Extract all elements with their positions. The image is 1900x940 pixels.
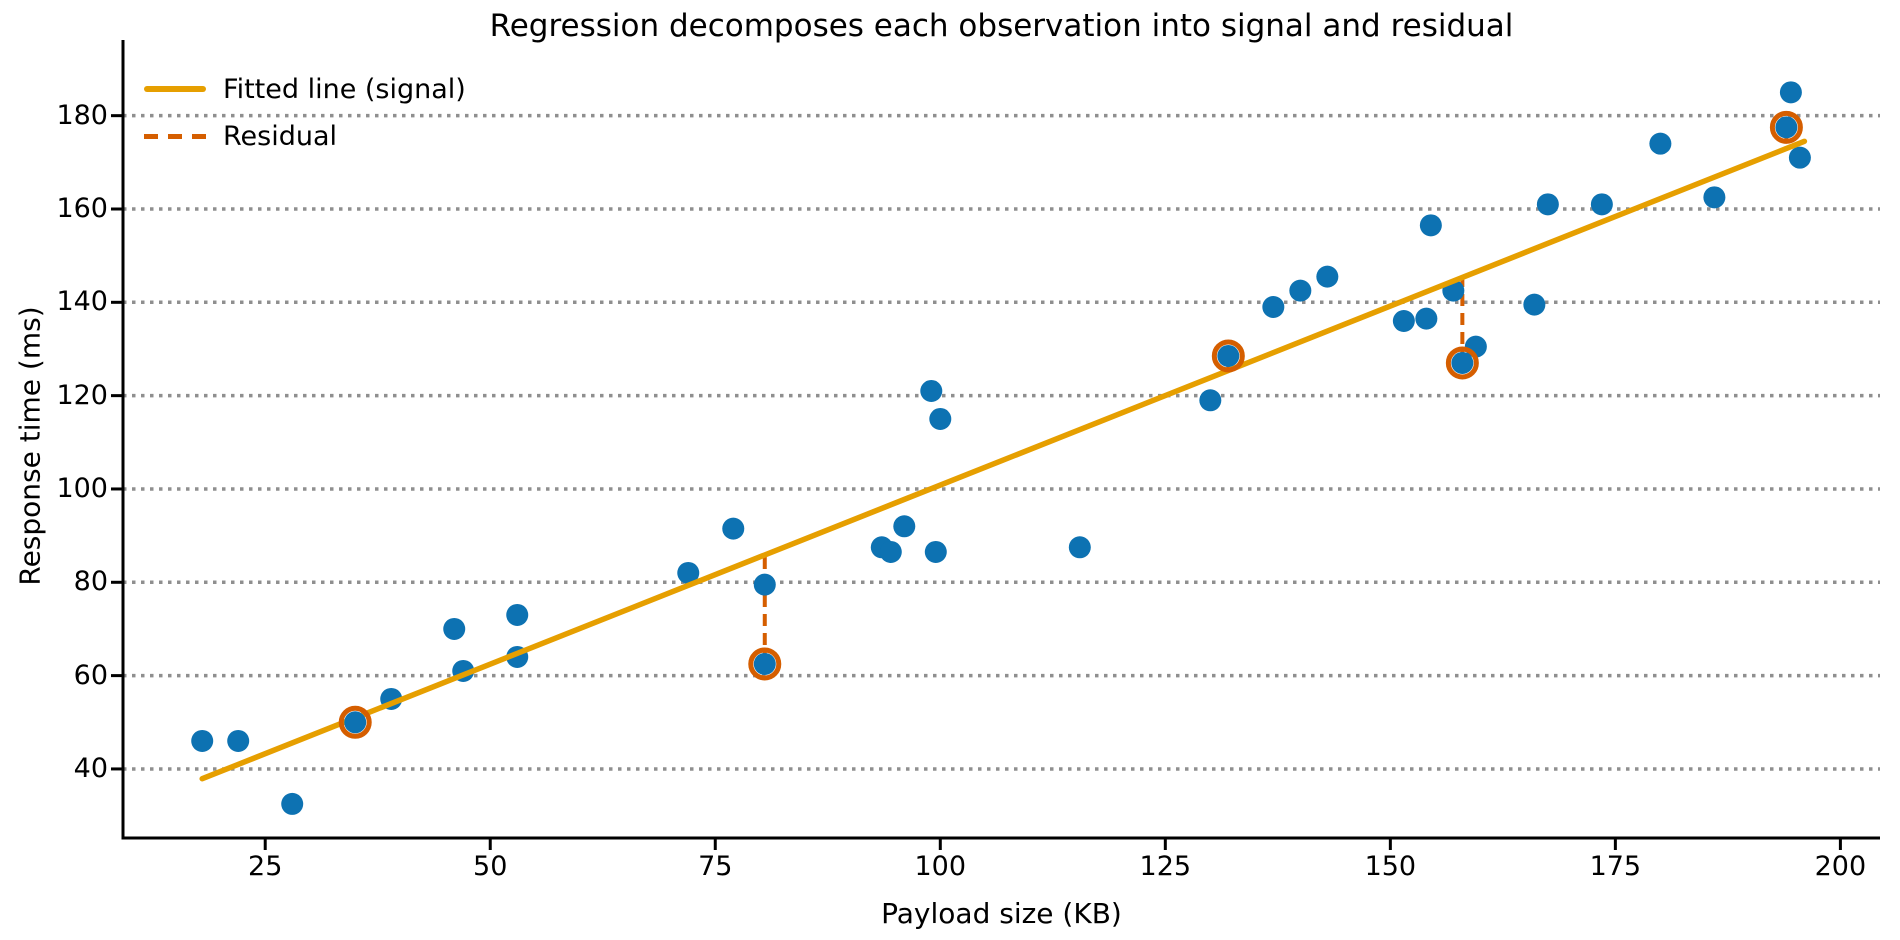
- data-point: [506, 603, 529, 626]
- highlight-ring: [748, 647, 782, 681]
- legend-label-fitted: Fitted line (signal): [223, 73, 466, 105]
- data-point: [227, 729, 250, 752]
- data-point: [1415, 307, 1438, 330]
- tick-marks: [111, 114, 1842, 850]
- y-tick-label: 40: [73, 752, 108, 784]
- highlight-ring: [1211, 339, 1245, 373]
- x-tick-label: 50: [473, 851, 508, 882]
- data-point: [920, 379, 943, 402]
- x-tick-label: 200: [1814, 851, 1867, 882]
- legend: Fitted line (signal) Residual: [144, 70, 466, 155]
- x-tick-label: 150: [1364, 851, 1417, 882]
- data-point: [1316, 265, 1339, 288]
- legend-label-residual: Residual: [223, 120, 338, 152]
- data-point: [722, 517, 745, 540]
- data-point: [1536, 193, 1559, 216]
- highlighted-data-point: [1451, 351, 1474, 374]
- y-tick-label: 180: [56, 99, 108, 131]
- x-axis-label: Payload size (KB): [881, 897, 1122, 930]
- highlighted-data-point: [344, 711, 367, 734]
- data-point: [929, 407, 952, 430]
- fitted-line: [199, 138, 1808, 782]
- highlight-ring: [1445, 346, 1479, 380]
- fitted-line-swatch: [144, 86, 206, 92]
- legend-row-residual: Residual: [144, 117, 466, 155]
- data-point: [443, 617, 466, 640]
- data-point: [924, 540, 947, 563]
- data-point: [281, 792, 304, 815]
- residual-swatch: [144, 133, 206, 139]
- data-point: [1523, 293, 1546, 316]
- y-tick-label: 100: [56, 472, 108, 504]
- data-point: [1289, 279, 1312, 302]
- data-point: [1649, 132, 1672, 155]
- data-point: [191, 729, 214, 752]
- data-point: [677, 561, 700, 584]
- highlighted-data-point: [753, 652, 776, 675]
- y-tick-label: 80: [73, 566, 108, 598]
- x-tick-label: 175: [1589, 851, 1642, 882]
- data-point: [1788, 146, 1811, 169]
- highlighted-data-point: [1775, 116, 1798, 139]
- axis-spines: [121, 40, 1880, 840]
- data-point: [1068, 536, 1091, 559]
- highlight-ring: [1769, 110, 1803, 144]
- data-point: [753, 573, 776, 596]
- data-point: [1590, 193, 1613, 216]
- chart-title: Regression decomposes each observation i…: [489, 8, 1514, 44]
- highlighted-data-point: [1217, 344, 1240, 367]
- data-point: [1703, 186, 1726, 209]
- x-tick-label: 75: [698, 851, 733, 882]
- scatter-points: [191, 81, 1811, 815]
- y-tick-label: 160: [56, 192, 108, 224]
- data-point: [879, 540, 902, 563]
- data-point: [1392, 309, 1415, 332]
- y-tick-label: 140: [56, 286, 108, 318]
- y-axis-label: Response time (ms): [13, 306, 47, 586]
- highlight-ring: [338, 705, 372, 739]
- data-point: [1199, 389, 1222, 412]
- data-point: [1419, 214, 1442, 237]
- highlighted-points: [338, 110, 1803, 739]
- x-tick-label: 125: [1139, 851, 1192, 882]
- x-tick-label: 100: [914, 851, 967, 882]
- data-point: [893, 515, 916, 538]
- data-point: [1262, 295, 1285, 318]
- y-tick-label: 60: [73, 659, 108, 691]
- x-tick-label: 25: [248, 851, 283, 882]
- y-tick-label: 120: [56, 379, 108, 411]
- legend-row-fitted: Fitted line (signal): [144, 70, 466, 108]
- data-point: [1779, 81, 1802, 104]
